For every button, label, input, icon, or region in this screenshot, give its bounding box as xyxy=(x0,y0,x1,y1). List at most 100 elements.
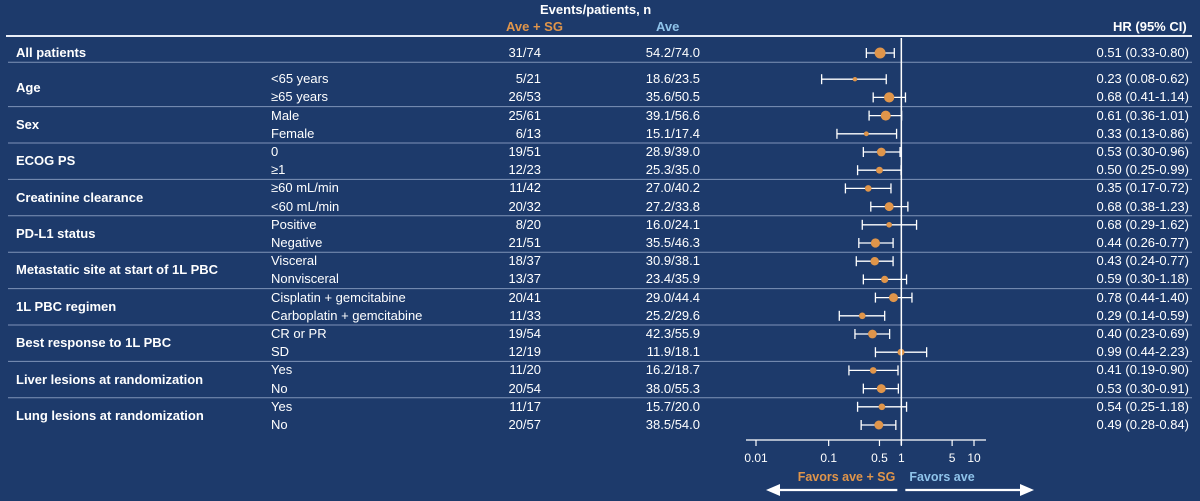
subgroup-label: Cisplatin + gemcitabine xyxy=(271,289,406,305)
events-mono: 35.6/50.5 xyxy=(645,89,700,105)
group-label: All patients xyxy=(16,45,87,61)
events-mono: 15.7/20.0 xyxy=(645,398,700,414)
events-combo: 20/57 xyxy=(508,417,541,432)
favors-right-arrowhead xyxy=(1020,484,1034,496)
events-combo: 26/53 xyxy=(508,89,541,105)
events-combo: 18/37 xyxy=(508,253,541,269)
hr-point xyxy=(869,367,877,374)
events-mono: 15.1/17.4 xyxy=(645,125,700,141)
events-combo: 19/51 xyxy=(508,144,541,159)
group-label: Creatinine clearance xyxy=(16,189,144,205)
events-mono: 30.9/38.1 xyxy=(645,253,700,269)
hr-point xyxy=(880,110,891,121)
group-label: Liver lesions at randomization xyxy=(16,371,204,387)
hr-value: 0.54 (0.25-1.18) xyxy=(1096,398,1189,414)
hr-value: 0.43 (0.24-0.77) xyxy=(1096,253,1189,269)
hr-value: 0.61 (0.36-1.01) xyxy=(1096,107,1189,123)
hr-value: 0.41 (0.19-0.90) xyxy=(1096,362,1189,378)
hr-value: 0.53 (0.30-0.96) xyxy=(1096,144,1189,159)
events-combo: 21/51 xyxy=(508,235,541,250)
hr-point xyxy=(868,329,877,339)
subgroup-label: CR or PR xyxy=(271,326,327,341)
events-combo: 13/37 xyxy=(508,271,541,287)
events-mono: 18.6/23.5 xyxy=(645,71,700,87)
events-mono: 35.5/46.3 xyxy=(645,235,700,250)
col-header-hr: HR (95% CI) xyxy=(1113,19,1187,34)
hr-value: 0.59 (0.30-1.18) xyxy=(1096,271,1189,287)
subgroup-label: Visceral xyxy=(271,253,318,269)
hr-value: 0.99 (0.44-2.23) xyxy=(1096,344,1189,360)
subgroup-label: Female xyxy=(271,125,315,141)
events-combo: 8/20 xyxy=(515,216,541,232)
events-combo: 12/19 xyxy=(508,344,541,360)
hr-point xyxy=(870,238,881,248)
events-combo: 6/13 xyxy=(515,125,541,141)
events-combo: 5/21 xyxy=(515,71,541,87)
events-combo: 11/42 xyxy=(509,180,541,196)
subgroup-label: Yes xyxy=(271,398,293,414)
x-tick-label: 1 xyxy=(898,451,905,465)
x-tick-label: 0.5 xyxy=(871,451,888,465)
group-label: Lung lesions at randomization xyxy=(16,408,204,423)
subgroup-label: 0 xyxy=(271,144,279,159)
hr-value: 0.68 (0.29-1.62) xyxy=(1096,216,1189,232)
favors-left-arrowhead xyxy=(766,484,780,496)
group-label: Sex xyxy=(16,116,40,132)
hr-value: 0.49 (0.28-0.84) xyxy=(1096,417,1189,432)
events-combo: 19/54 xyxy=(508,326,541,341)
events-combo: 11/17 xyxy=(509,398,541,414)
group-label: PD-L1 status xyxy=(16,226,96,241)
events-mono: 16.0/24.1 xyxy=(645,216,700,232)
hr-value: 0.68 (0.38-1.23) xyxy=(1096,198,1189,214)
events-mono: 38.0/55.3 xyxy=(645,380,700,396)
group-label: Metastatic site at start of 1L PBC xyxy=(16,262,219,278)
subgroup-label: <65 years xyxy=(271,71,329,87)
hr-point xyxy=(852,76,858,82)
subgroup-label: Carboplatin + gemcitabine xyxy=(271,307,423,323)
subgroup-label: ≥60 mL/min xyxy=(271,180,339,196)
events-mono: 25.3/35.0 xyxy=(645,162,700,178)
events-mono: 25.2/29.6 xyxy=(645,307,700,323)
events-combo: 20/54 xyxy=(508,380,541,396)
x-tick-label: 0.01 xyxy=(744,451,768,465)
hr-point xyxy=(876,384,886,394)
favors-left-label: Favors ave + SG xyxy=(798,470,896,484)
events-mono: 29.0/44.4 xyxy=(645,289,700,305)
hr-value: 0.53 (0.30-0.91) xyxy=(1096,380,1189,396)
hr-value: 0.40 (0.23-0.69) xyxy=(1096,326,1189,341)
col-header-combo: Ave + SG xyxy=(506,19,563,34)
hr-point xyxy=(878,403,886,411)
subgroup-label: No xyxy=(271,417,288,432)
subgroup-label: Positive xyxy=(271,216,317,232)
subgroup-label: <60 mL/min xyxy=(271,198,340,214)
events-mono: 27.2/33.8 xyxy=(645,198,700,214)
hr-value: 0.51 (0.33-0.80) xyxy=(1096,45,1189,60)
hr-point xyxy=(881,275,889,284)
events-mono: 42.3/55.9 xyxy=(645,326,700,341)
events-combo: 20/41 xyxy=(508,289,541,305)
hr-point xyxy=(876,147,886,157)
subgroup-label: Negative xyxy=(271,235,323,250)
events-combo: 11/20 xyxy=(509,362,541,378)
hr-point xyxy=(858,312,866,320)
hr-value: 0.29 (0.14-0.59) xyxy=(1096,307,1189,323)
group-label: ECOG PS xyxy=(16,153,76,169)
hr-point xyxy=(874,47,886,59)
hr-point xyxy=(875,166,883,174)
events-mono: 23.4/35.9 xyxy=(645,271,700,287)
events-combo: 11/33 xyxy=(509,307,541,323)
hr-point xyxy=(874,420,884,430)
hr-point xyxy=(884,92,895,103)
events-mono: 38.5/54.0 xyxy=(645,417,700,432)
events-mono: 39.1/56.6 xyxy=(645,107,700,123)
hr-point xyxy=(863,131,869,137)
subgroup-label: Yes xyxy=(271,362,293,378)
group-label: 1L PBC regimen xyxy=(16,298,117,314)
hr-value: 0.44 (0.26-0.77) xyxy=(1096,235,1189,250)
hr-value: 0.23 (0.08-0.62) xyxy=(1096,71,1189,87)
subgroup-label: Male xyxy=(271,107,300,123)
events-combo: 12/23 xyxy=(508,162,541,178)
hr-point xyxy=(884,202,894,212)
subgroup-label: SD xyxy=(271,344,290,360)
